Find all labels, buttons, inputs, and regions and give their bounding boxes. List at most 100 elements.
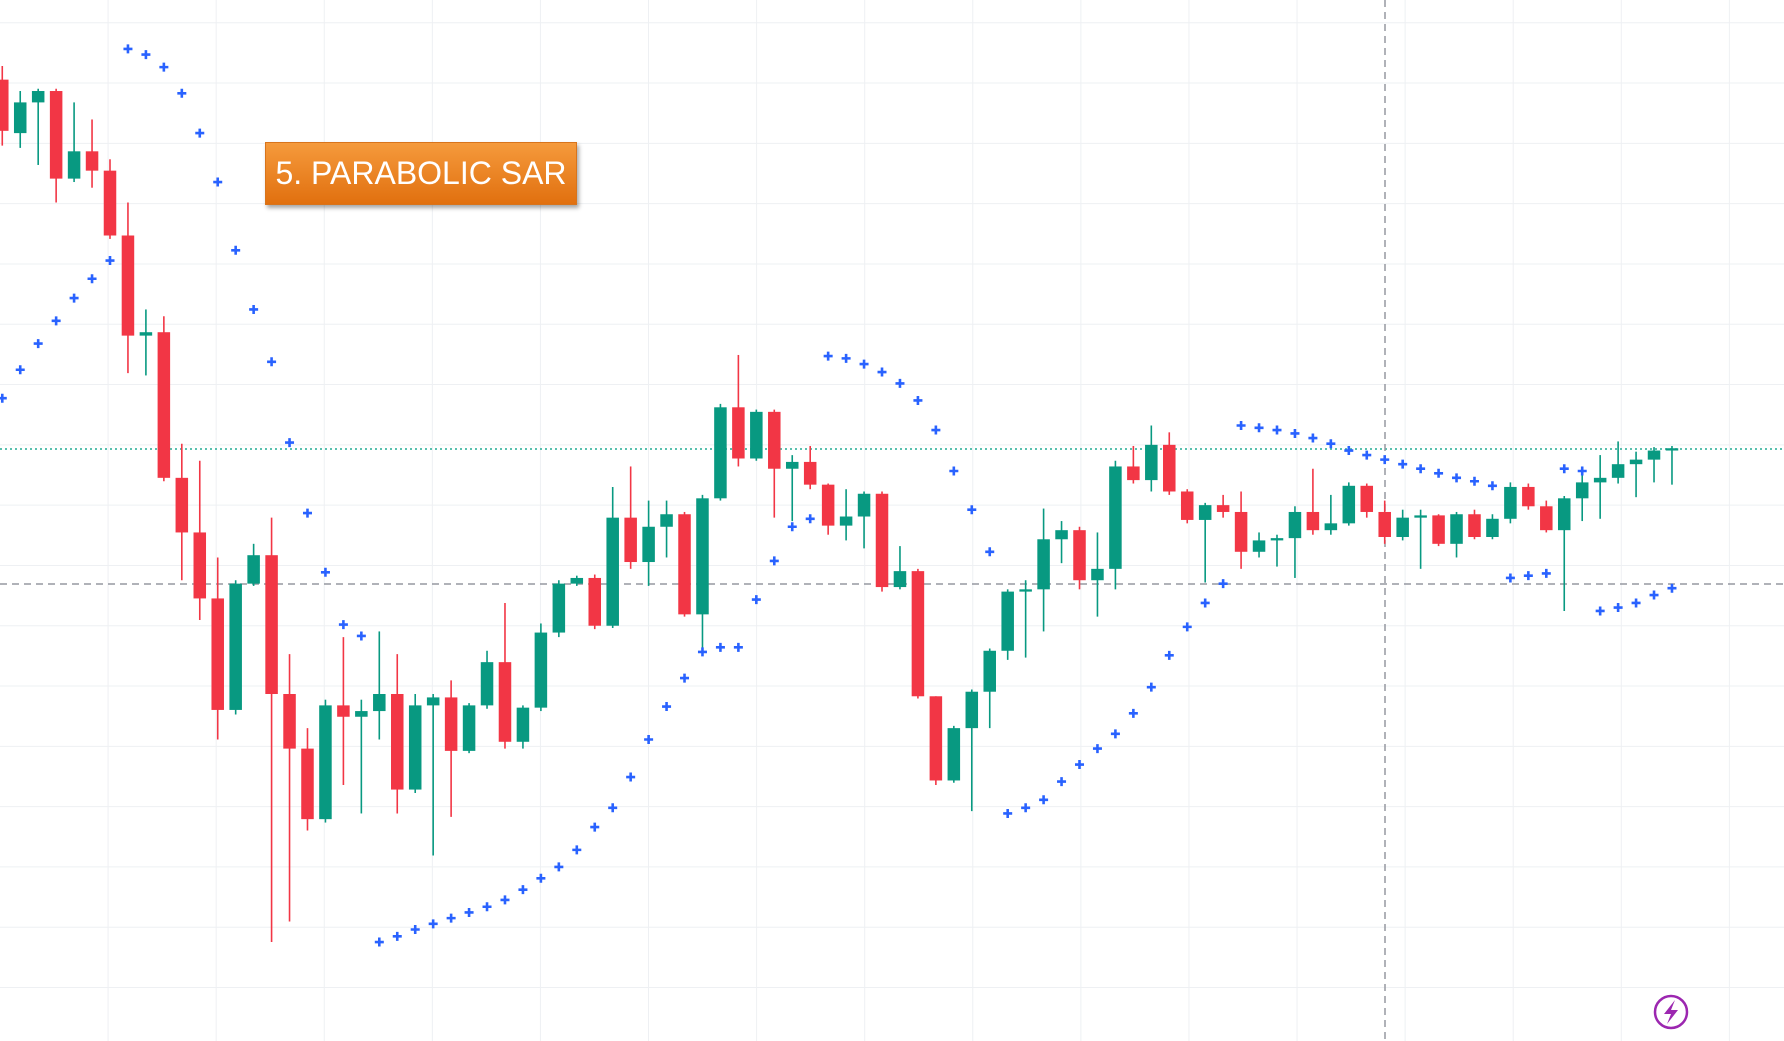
sar-dot: [536, 873, 546, 883]
sar-dot: [0, 393, 7, 403]
sar-dot: [644, 735, 654, 745]
sar-dot: [572, 845, 582, 855]
sar-dot: [1398, 459, 1408, 469]
lightning-icon[interactable]: [1653, 994, 1689, 1030]
sar-dot: [715, 642, 725, 652]
candle-body: [103, 170, 117, 236]
candle-body: [857, 493, 871, 517]
sar-dot: [949, 466, 959, 476]
sar-dot: [446, 913, 456, 923]
candle-body: [247, 555, 260, 584]
sar-dot: [338, 620, 348, 630]
candle-body: [1414, 515, 1427, 518]
candle-body: [373, 694, 386, 712]
candle-body: [839, 516, 853, 526]
candle-body: [498, 662, 512, 742]
candle-body: [1522, 486, 1535, 507]
candle-body: [1234, 511, 1248, 552]
candle-body: [875, 493, 889, 588]
sar-dot: [1416, 464, 1426, 474]
candle-body: [355, 711, 368, 717]
sar-dot: [1362, 450, 1372, 460]
sar-dot: [392, 931, 402, 941]
candle-body: [768, 411, 781, 469]
candle-body: [1037, 539, 1050, 590]
candle-body: [13, 102, 27, 134]
candle-body: [1665, 448, 1679, 451]
sar-dot: [1452, 473, 1462, 483]
sar-dot: [51, 316, 61, 326]
candle-body: [1432, 515, 1445, 544]
sar-dot: [1110, 729, 1120, 739]
sar-dot: [895, 378, 905, 388]
sar-dot: [841, 353, 851, 363]
sar-dot: [87, 274, 97, 284]
candle-body: [85, 151, 99, 171]
candle-body: [1629, 459, 1643, 465]
candle-body: [265, 555, 278, 694]
candle-body: [283, 694, 296, 749]
sar-dot: [554, 862, 564, 872]
candle-body: [821, 484, 835, 526]
sar-dot: [1541, 568, 1551, 578]
sar-dot: [1146, 682, 1156, 692]
sar-dot: [1092, 744, 1102, 754]
candle-body: [1073, 530, 1086, 581]
candle-body: [49, 91, 63, 179]
sar-dot: [769, 556, 779, 566]
candle-body: [696, 498, 709, 615]
candle-body: [1378, 511, 1391, 537]
candle-body: [642, 526, 655, 563]
candle-body: [785, 461, 799, 469]
sar-dot: [1272, 425, 1282, 435]
candle-body: [714, 407, 727, 499]
sar-dot: [195, 128, 205, 138]
sar-dot: [626, 772, 636, 782]
candle-body: [462, 705, 476, 751]
candle-body: [1145, 444, 1158, 481]
candle-body: [516, 707, 530, 742]
candle-body: [552, 583, 566, 633]
sar-dot: [805, 514, 815, 524]
sar-dot: [1505, 573, 1515, 583]
sar-dot: [267, 357, 277, 367]
sar-dot: [662, 702, 672, 712]
candle-body: [1288, 511, 1302, 539]
sar-dot: [105, 256, 115, 266]
candle-body: [947, 728, 961, 781]
candle-body: [426, 697, 440, 706]
candle-body: [750, 411, 763, 459]
candle-body: [732, 407, 745, 459]
sar-dot: [1631, 598, 1641, 608]
sar-dot: [518, 885, 528, 895]
candle-body: [660, 514, 673, 527]
candle-body: [0, 79, 9, 131]
sar-dot: [967, 505, 977, 515]
sar-dot: [913, 395, 923, 405]
sar-dot: [1128, 708, 1138, 718]
candle-body: [1180, 491, 1194, 520]
candle-body: [911, 571, 925, 697]
sar-dot: [1344, 446, 1354, 456]
sar-dot: [1613, 603, 1623, 613]
candle-body: [606, 517, 619, 626]
sar-dot: [482, 902, 492, 912]
sar-dot: [859, 359, 869, 369]
candle-body: [929, 696, 943, 781]
candle-body: [1396, 517, 1409, 537]
candle-body: [1486, 518, 1499, 537]
sar-dot: [1380, 455, 1390, 465]
sar-dot: [1075, 760, 1084, 770]
sar-dot: [285, 438, 295, 448]
sar-dot: [1218, 579, 1228, 589]
sar-dot: [931, 425, 941, 435]
candle-body: [408, 705, 422, 790]
candle-body: [1306, 511, 1320, 531]
sar-dot: [464, 907, 474, 917]
sar-dot: [1308, 433, 1318, 443]
candle-body: [391, 694, 404, 790]
sar-dot: [302, 508, 312, 518]
sar-dot: [33, 339, 43, 349]
candle-body: [319, 705, 332, 820]
candle-body: [480, 662, 494, 706]
